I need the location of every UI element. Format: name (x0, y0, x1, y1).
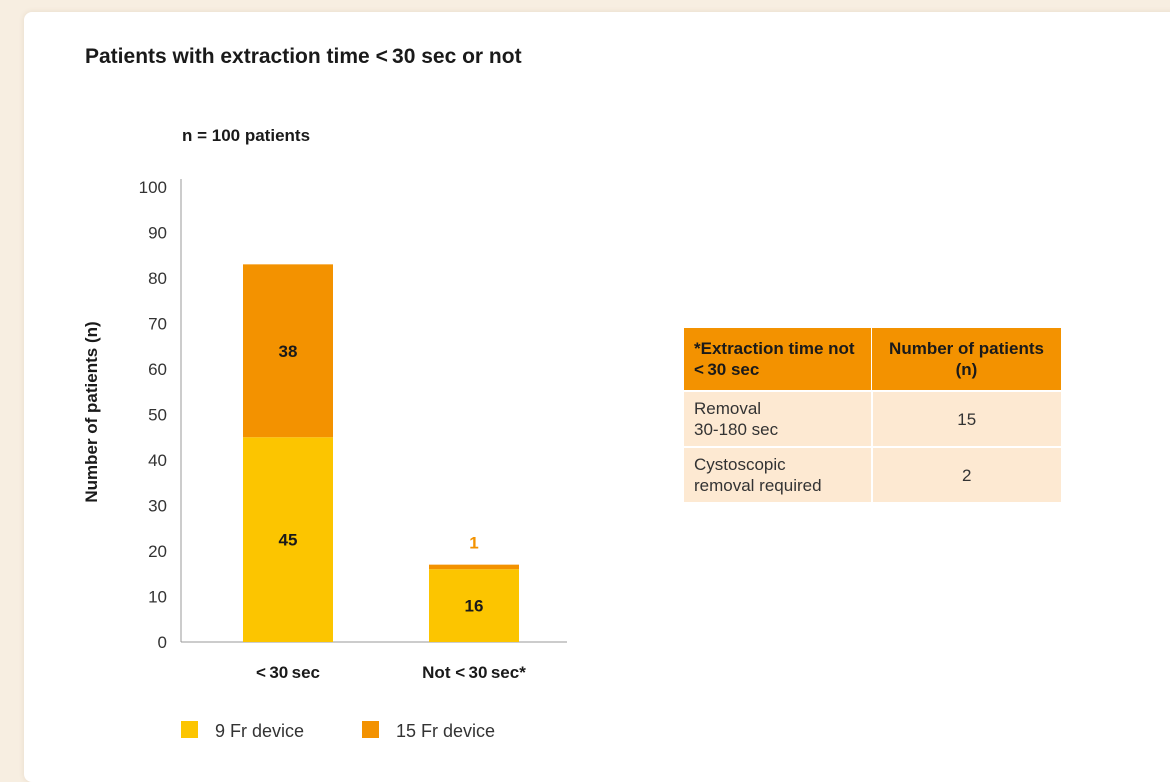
bars: 45 38 16 1 (243, 264, 519, 642)
legend-label: 15 Fr device (396, 721, 495, 741)
y-tick-label: 60 (148, 360, 167, 379)
bar-segment (429, 564, 519, 570)
extraction-table: *Extraction time not < 30 sec Number of … (684, 328, 1061, 502)
row-label-line1: Cystoscopic (694, 455, 786, 474)
bar-value-label: 45 (279, 531, 298, 550)
table-row: Cystoscopic removal required 2 (684, 446, 1061, 502)
y-tick-label: 30 (148, 497, 167, 516)
bar-value-label: 38 (279, 342, 298, 361)
row-label-line2: 30-180 sec (694, 420, 779, 439)
table-cell-label: Removal 30-180 sec (684, 390, 873, 447)
bar-value-label: 16 (465, 597, 484, 616)
x-category-label: Not < 30 sec* (422, 663, 526, 682)
bar-segment (243, 264, 333, 438)
y-axis-title: Number of patients (n) (82, 321, 101, 502)
row-label-line1: Removal (694, 399, 762, 418)
table-header-row: *Extraction time not < 30 sec Number of … (684, 328, 1061, 391)
y-tick-label: 100 (139, 178, 167, 197)
table-header-count: Number of patients (n) (871, 328, 1061, 391)
y-tick-label: 0 (158, 633, 167, 652)
y-tick-label: 90 (148, 224, 167, 243)
x-axis: < 30 sec Not < 30 sec* (256, 663, 526, 682)
chart-subtitle: n = 100 patients (182, 126, 310, 145)
legend-swatch (362, 721, 379, 738)
bar-segment (429, 569, 519, 642)
table-row: Removal 30-180 sec 15 (684, 390, 1061, 447)
y-tick-label: 40 (148, 451, 167, 470)
x-category-label: < 30 sec (256, 663, 320, 682)
row-label-line2: removal required (694, 476, 822, 495)
y-tick-label: 50 (148, 406, 167, 425)
legend-swatch (181, 721, 198, 738)
table-cell-value: 2 (871, 446, 1061, 502)
legend: 9 Fr device 15 Fr device (181, 721, 495, 741)
y-tick-label: 20 (148, 542, 167, 561)
y-tick-label: 10 (148, 588, 167, 607)
table-cell-value: 15 (871, 390, 1061, 447)
y-tick-label: 80 (148, 269, 167, 288)
bar-segment (243, 437, 333, 642)
page-title: Patients with extraction time < 30 sec o… (85, 45, 522, 68)
y-tick-label: 70 (148, 315, 167, 334)
table-header-extraction: *Extraction time not < 30 sec (684, 328, 872, 391)
table-cell-label: Cystoscopic removal required (684, 446, 873, 502)
y-axis: 0 10 20 30 40 50 60 70 80 90 100 (139, 178, 167, 652)
bar-value-label: 1 (469, 534, 478, 553)
legend-label: 9 Fr device (215, 721, 304, 741)
